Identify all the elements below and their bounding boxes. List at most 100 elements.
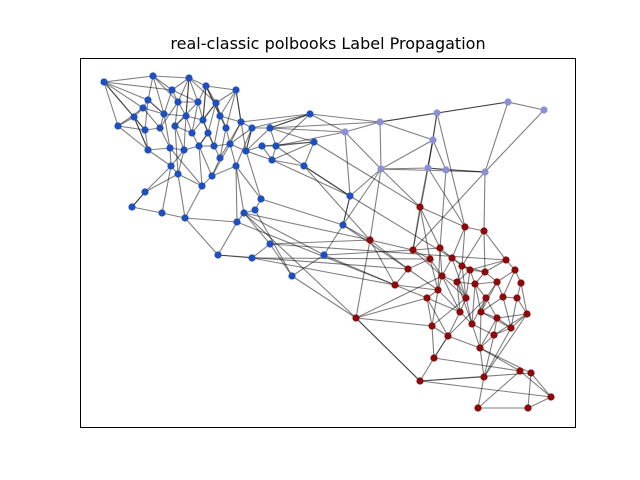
graph-edge: [355, 275, 443, 319]
graph-edge: [465, 269, 471, 299]
graph-edge: [527, 372, 532, 409]
graph-node-blue: [141, 126, 149, 134]
graph-node-blue: [268, 156, 276, 164]
graph-edge: [144, 99, 149, 131]
graph-edge: [205, 85, 237, 91]
graph-node-darkred: [434, 286, 442, 294]
graph-node-darkred: [502, 256, 510, 264]
graph-node-blue: [158, 209, 166, 217]
graph-edge: [479, 347, 485, 378]
graph-node-darkred: [448, 254, 456, 262]
graph-edge: [484, 109, 545, 173]
graph-edge: [496, 269, 516, 283]
graph-node-blue: [100, 78, 108, 86]
graph-edge: [147, 149, 172, 167]
graph-node-blue: [232, 162, 240, 170]
graph-edge: [269, 127, 346, 133]
graph-edge: [184, 217, 238, 223]
graph-edge: [240, 121, 247, 152]
graph-edge: [433, 357, 521, 372]
graph-node-blue: [202, 82, 210, 90]
graph-edge: [431, 289, 439, 327]
graph-node-blue: [144, 96, 152, 104]
graph-edge: [447, 311, 461, 337]
graph-edge: [198, 145, 213, 177]
graph-edge: [380, 168, 421, 208]
graph-edge: [369, 239, 396, 286]
graph-edge: [174, 125, 179, 175]
graph-edge: [439, 169, 447, 249]
graph-node-darkred: [444, 332, 452, 340]
graph-edge: [380, 139, 434, 170]
graph-edge: [245, 127, 271, 152]
graph-node-blue: [208, 172, 216, 180]
graph-node-blue: [232, 86, 240, 94]
graph-node-blue: [139, 104, 147, 112]
graph-node-darkred: [438, 272, 446, 280]
graph-edge: [177, 173, 203, 187]
graph-edge: [103, 81, 144, 109]
graph-node-darkred: [352, 314, 360, 322]
graph-edge: [477, 376, 485, 409]
graph-edge: [219, 127, 227, 159]
graph-node-darkred: [458, 262, 466, 270]
graph-node-blue: [174, 98, 182, 106]
graph-edge: [245, 127, 253, 152]
graph-node-darkred: [480, 373, 488, 381]
graph-edge: [412, 171, 486, 251]
graph-edge: [269, 113, 311, 129]
graph-edge: [243, 212, 271, 245]
graph-edge: [144, 165, 172, 193]
graph-node-darkred: [462, 294, 470, 302]
graph-edge: [202, 85, 207, 121]
graph-node-blue: [214, 251, 222, 259]
graph-node-darkred: [527, 369, 535, 377]
graph-edge: [309, 113, 381, 123]
graph-edge: [133, 116, 149, 151]
graph-edge: [483, 327, 512, 378]
graph-edge: [379, 101, 509, 123]
graph-edge: [163, 113, 187, 117]
graph-edge: [369, 239, 414, 251]
graph-node-darkred: [493, 278, 501, 286]
graph-edge: [426, 297, 461, 313]
graph-node-blue: [216, 154, 224, 162]
graph-edge: [433, 335, 449, 359]
graph-node-darkred: [409, 246, 417, 254]
graph-edge: [275, 131, 346, 147]
graph-node-blue: [167, 162, 175, 170]
graph-node-darkred: [511, 266, 519, 274]
graph-edge: [344, 121, 381, 133]
graph-edge: [431, 297, 467, 327]
graph-edge: [183, 115, 187, 151]
graph-node-blue: [216, 112, 224, 120]
graph-node-blue: [156, 124, 164, 132]
graph-edge: [251, 257, 396, 286]
graph-node-blue: [180, 146, 188, 154]
graph-node-blue: [212, 99, 220, 107]
graph-edge: [229, 127, 253, 145]
graph-node-darkred: [477, 308, 485, 316]
graph-edge: [103, 81, 119, 127]
graph-edge: [161, 165, 172, 214]
graph-node-blue: [130, 113, 138, 121]
graph-node-blue: [288, 272, 296, 280]
graph-edge: [243, 212, 357, 319]
graph-node-blue: [222, 124, 230, 132]
graph-node-blue: [237, 118, 245, 126]
graph-edge: [219, 115, 242, 123]
graph-node-blue: [226, 140, 234, 148]
graph-edge: [484, 259, 507, 273]
graph-edge: [235, 165, 238, 223]
graph-edge: [483, 230, 486, 273]
graph-edge: [147, 147, 171, 151]
graph-node-blue: [168, 86, 176, 94]
graph-node-blue: [195, 142, 203, 150]
graph-node-lavender: [433, 109, 441, 117]
graph-node-darkred: [513, 294, 521, 302]
graph-edge: [483, 171, 486, 232]
graph-node-blue: [240, 209, 248, 217]
graph-edge: [474, 281, 498, 285]
